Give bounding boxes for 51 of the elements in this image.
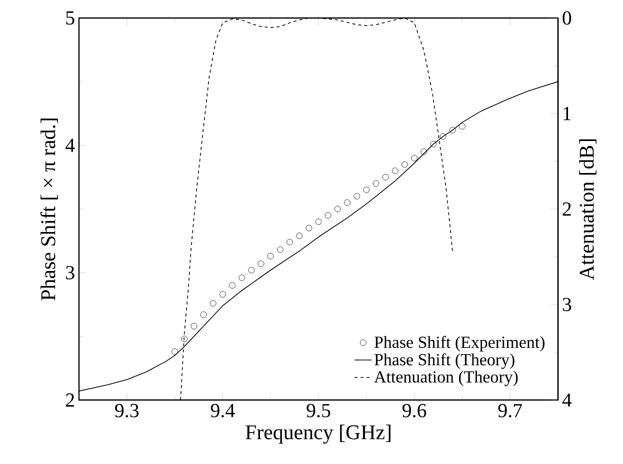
- point: [315, 218, 322, 225]
- y2-tick-label: 4: [562, 393, 572, 407]
- point: [296, 232, 303, 239]
- point: [220, 291, 226, 298]
- point: [420, 148, 428, 155]
- point: [210, 300, 216, 306]
- y2-tick-label: 3: [562, 298, 572, 312]
- y2-axis-title: Attenuation [dB]: [579, 139, 596, 280]
- y-axis-title: Phase Shift [ × π rad.]: [40, 118, 58, 300]
- x-tick-label: 9.6: [402, 404, 426, 418]
- point: [430, 140, 437, 148]
- point: [372, 180, 380, 187]
- point: [286, 238, 293, 246]
- x-tick-label: 9.4: [210, 404, 235, 418]
- point: [238, 274, 246, 281]
- point: [306, 224, 312, 232]
- y-tick-label: 4: [66, 138, 75, 152]
- legend-label: Attenuation (Theory): [374, 370, 518, 386]
- y2-tick-label: 1: [564, 106, 571, 120]
- y-tick-label: 2: [66, 393, 74, 407]
- point: [258, 260, 264, 267]
- point: [267, 252, 274, 260]
- point: [324, 212, 332, 219]
- point: [181, 336, 188, 342]
- point: [449, 126, 456, 134]
- y2-tick-label: 2: [562, 202, 571, 216]
- x-axis-title: Frequency [GHz]: [246, 424, 390, 444]
- y-tick-label: 3: [66, 266, 74, 280]
- point: [344, 199, 350, 206]
- x-tick-label: 9.3: [115, 404, 139, 418]
- point: [411, 154, 418, 162]
- x-tick-label: 9.7: [498, 404, 522, 418]
- legend-label: Phase Shift (Experiment): [374, 336, 545, 352]
- point: [354, 193, 360, 200]
- y2-tick-label: 0: [562, 11, 572, 25]
- point: [363, 186, 370, 194]
- point: [440, 133, 446, 140]
- point: [459, 123, 466, 130]
- point: [190, 322, 198, 330]
- point: [172, 348, 178, 355]
- point: [248, 266, 255, 274]
- legend-label: Phase Shift (Theory): [374, 353, 514, 369]
- point: [334, 206, 341, 212]
- y-tick-label: 5: [66, 11, 74, 25]
- point: [276, 246, 284, 253]
- point: [229, 282, 236, 289]
- point: [392, 168, 398, 174]
- point: [382, 174, 389, 180]
- point: [402, 161, 408, 168]
- point: [200, 311, 207, 318]
- x-tick-label: 9.5: [306, 404, 330, 418]
